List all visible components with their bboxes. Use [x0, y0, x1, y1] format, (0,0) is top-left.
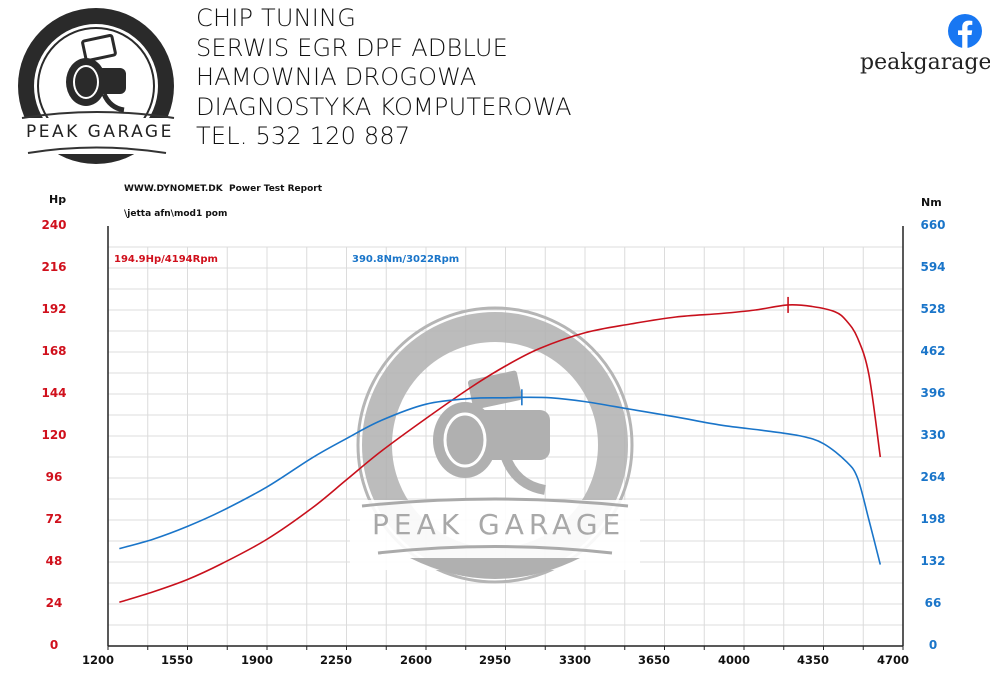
- y-tick-right: 66: [924, 596, 942, 610]
- y-tick-left: 24: [45, 596, 63, 610]
- x-tick: 3650: [637, 653, 670, 667]
- y-tick-left: 48: [45, 554, 63, 568]
- y-tick-right: 0: [928, 638, 938, 652]
- y-tick-right: 264: [920, 470, 946, 484]
- x-tick: 2600: [399, 653, 432, 667]
- facebook-icon[interactable]: [948, 14, 982, 48]
- watermark-logo: [350, 306, 640, 584]
- x-tick: 1200: [81, 653, 114, 667]
- y-tick-left: 168: [41, 344, 67, 358]
- header-line-2: SERWIS EGR DPF ADBLUE: [196, 33, 508, 62]
- x-tick: 2950: [478, 653, 511, 667]
- header-line-1: CHIP TUNING: [196, 4, 356, 32]
- facebook-handle[interactable]: peakgarage1: [860, 50, 990, 75]
- y-tick-left: 120: [41, 428, 67, 442]
- x-tick: 3300: [558, 653, 591, 667]
- x-tick: 4000: [717, 653, 750, 667]
- report-file-path: \jetta afn\mod1 pom: [124, 209, 228, 219]
- y-tick-right: 330: [920, 428, 946, 442]
- y-tick-left: 0: [49, 638, 59, 652]
- torque-curve: [119, 396, 882, 565]
- y-tick-left: 216: [41, 260, 67, 274]
- left-axis-title: Hp: [49, 193, 67, 206]
- x-tick: 4700: [876, 653, 909, 667]
- x-tick: 1550: [160, 653, 193, 667]
- peak-garage-logo: [14, 8, 184, 164]
- header-line-3: HAMOWNIA DROGOWA: [196, 63, 477, 91]
- y-tick-right: 528: [920, 302, 946, 316]
- x-tick: 4350: [796, 653, 829, 667]
- y-tick-right: 594: [920, 260, 946, 274]
- report-title: WWW.DYNOMET.DK Power Test Report: [124, 184, 322, 194]
- y-tick-left: 240: [41, 218, 67, 232]
- y-tick-left: 96: [45, 470, 63, 484]
- y-tick-right: 396: [920, 386, 946, 400]
- y-tick-right: 198: [920, 512, 946, 526]
- y-tick-left: 192: [41, 302, 67, 316]
- y-tick-right: 660: [920, 218, 946, 232]
- x-tick: 2250: [319, 653, 352, 667]
- company-services: CHIP TUNING SERWIS EGR DPF ADBLUE HAMOWN…: [196, 4, 572, 152]
- y-tick-left: 144: [41, 386, 67, 400]
- y-tick-right: 132: [920, 554, 946, 568]
- peak-power-label: 194.9Hp/4194Rpm: [114, 254, 218, 265]
- y-tick-left: 72: [45, 512, 63, 526]
- peak-torque-label: 390.8Nm/3022Rpm: [352, 254, 460, 265]
- header-line-4: DIAGNOSTYKA KOMPUTEROWA: [196, 92, 572, 121]
- power-curve: [119, 303, 882, 604]
- x-tick: 1900: [240, 653, 273, 667]
- phone-number: TEL. 532 120 887: [196, 122, 411, 150]
- right-axis-title: Nm: [921, 196, 942, 209]
- watermark-text: PEAK GARAGE: [372, 508, 626, 541]
- y-tick-right: 462: [920, 344, 946, 358]
- logo-text: PEAK GARAGE: [26, 122, 174, 142]
